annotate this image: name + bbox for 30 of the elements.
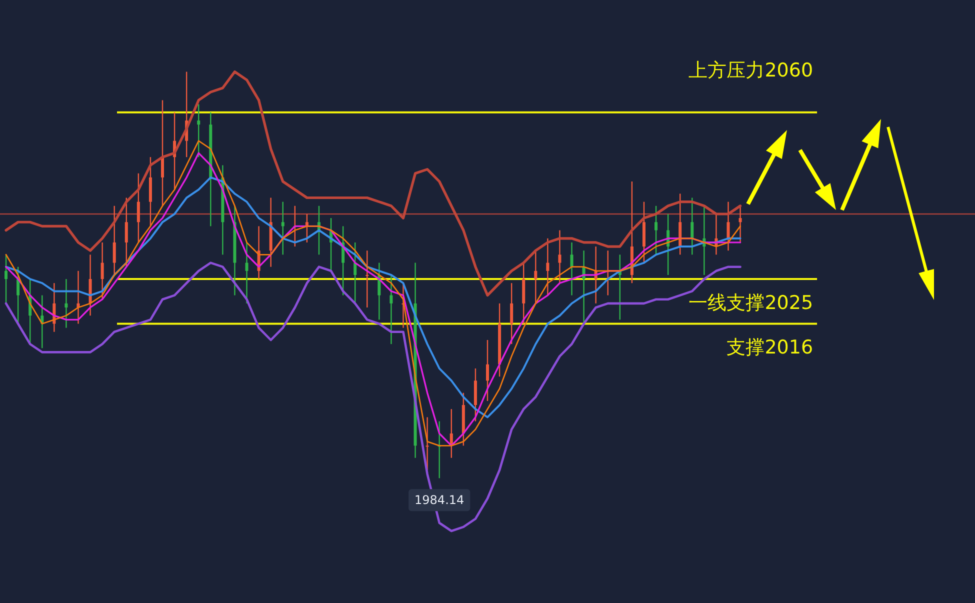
candlestick [16,266,20,324]
candlestick [570,242,574,296]
candlestick [64,278,68,328]
candlestick [534,250,538,304]
candlestick [546,238,550,296]
candlestick [510,282,514,345]
ref-line-label: 一线支撑2025 [688,292,814,314]
candlestick [738,205,742,244]
candlestick [197,104,200,158]
candlestick [426,416,429,471]
candlestick [245,242,248,304]
candlestick [390,274,393,345]
candlestick [366,250,369,308]
candlestick [281,201,284,256]
candlestick [558,230,562,284]
annotation: 1984.14 [414,493,464,508]
candlestick [100,242,104,300]
candlestick [112,205,116,276]
ref-line-label: 支撑2016 [726,336,814,359]
candlestick [160,100,164,206]
candlestick [726,201,730,252]
candlestick [690,197,694,256]
candlestick [136,172,140,244]
candlestick [486,339,490,402]
candlestick [4,254,8,304]
candlestick [124,197,128,268]
ref-line-label: 上方压力2060 [688,59,814,82]
candlestick [354,242,357,304]
annotation: 1984.14 [408,489,470,512]
candlestick [654,205,658,256]
